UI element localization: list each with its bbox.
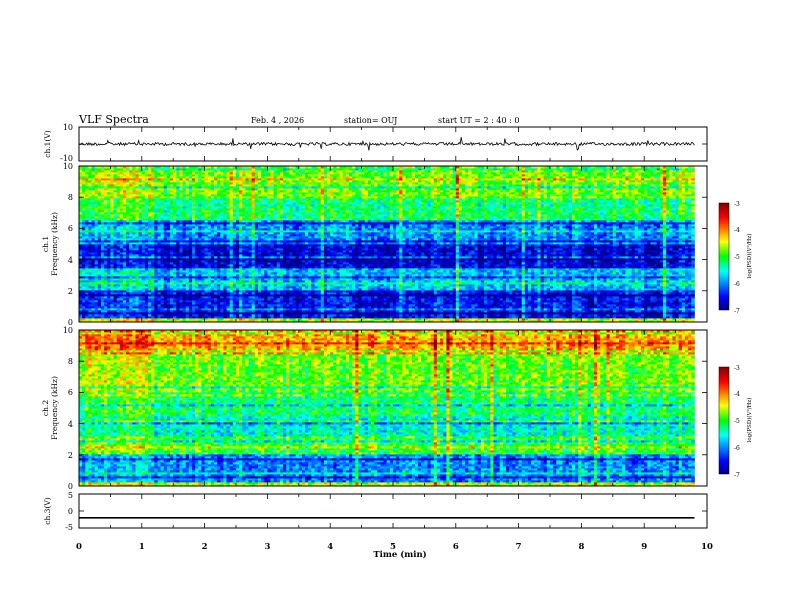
figure-title: VLF Spectra <box>78 113 149 126</box>
ch1-spectrogram-image <box>79 166 695 322</box>
ch1-waveform-panel: 10 -10 ch.1(V) <box>43 123 707 163</box>
start-time-label: start UT = 2 : 40 : 0 <box>438 116 519 125</box>
ch1-waveform-ylabel: ch.1(V) <box>43 130 52 158</box>
station-label: station= OUJ <box>344 116 397 125</box>
date-label: Feb. 4 , 2026 <box>251 116 304 125</box>
ch1-ytick-top: 10 <box>63 123 73 132</box>
ch1-spectrogram-panel: 0 2 4 6 8 10 ch.1 Frequency (kHz) <box>41 162 707 327</box>
vlf-figure: VLF Spectra Feb. 4 , 2026 station= OUJ s… <box>0 0 792 612</box>
